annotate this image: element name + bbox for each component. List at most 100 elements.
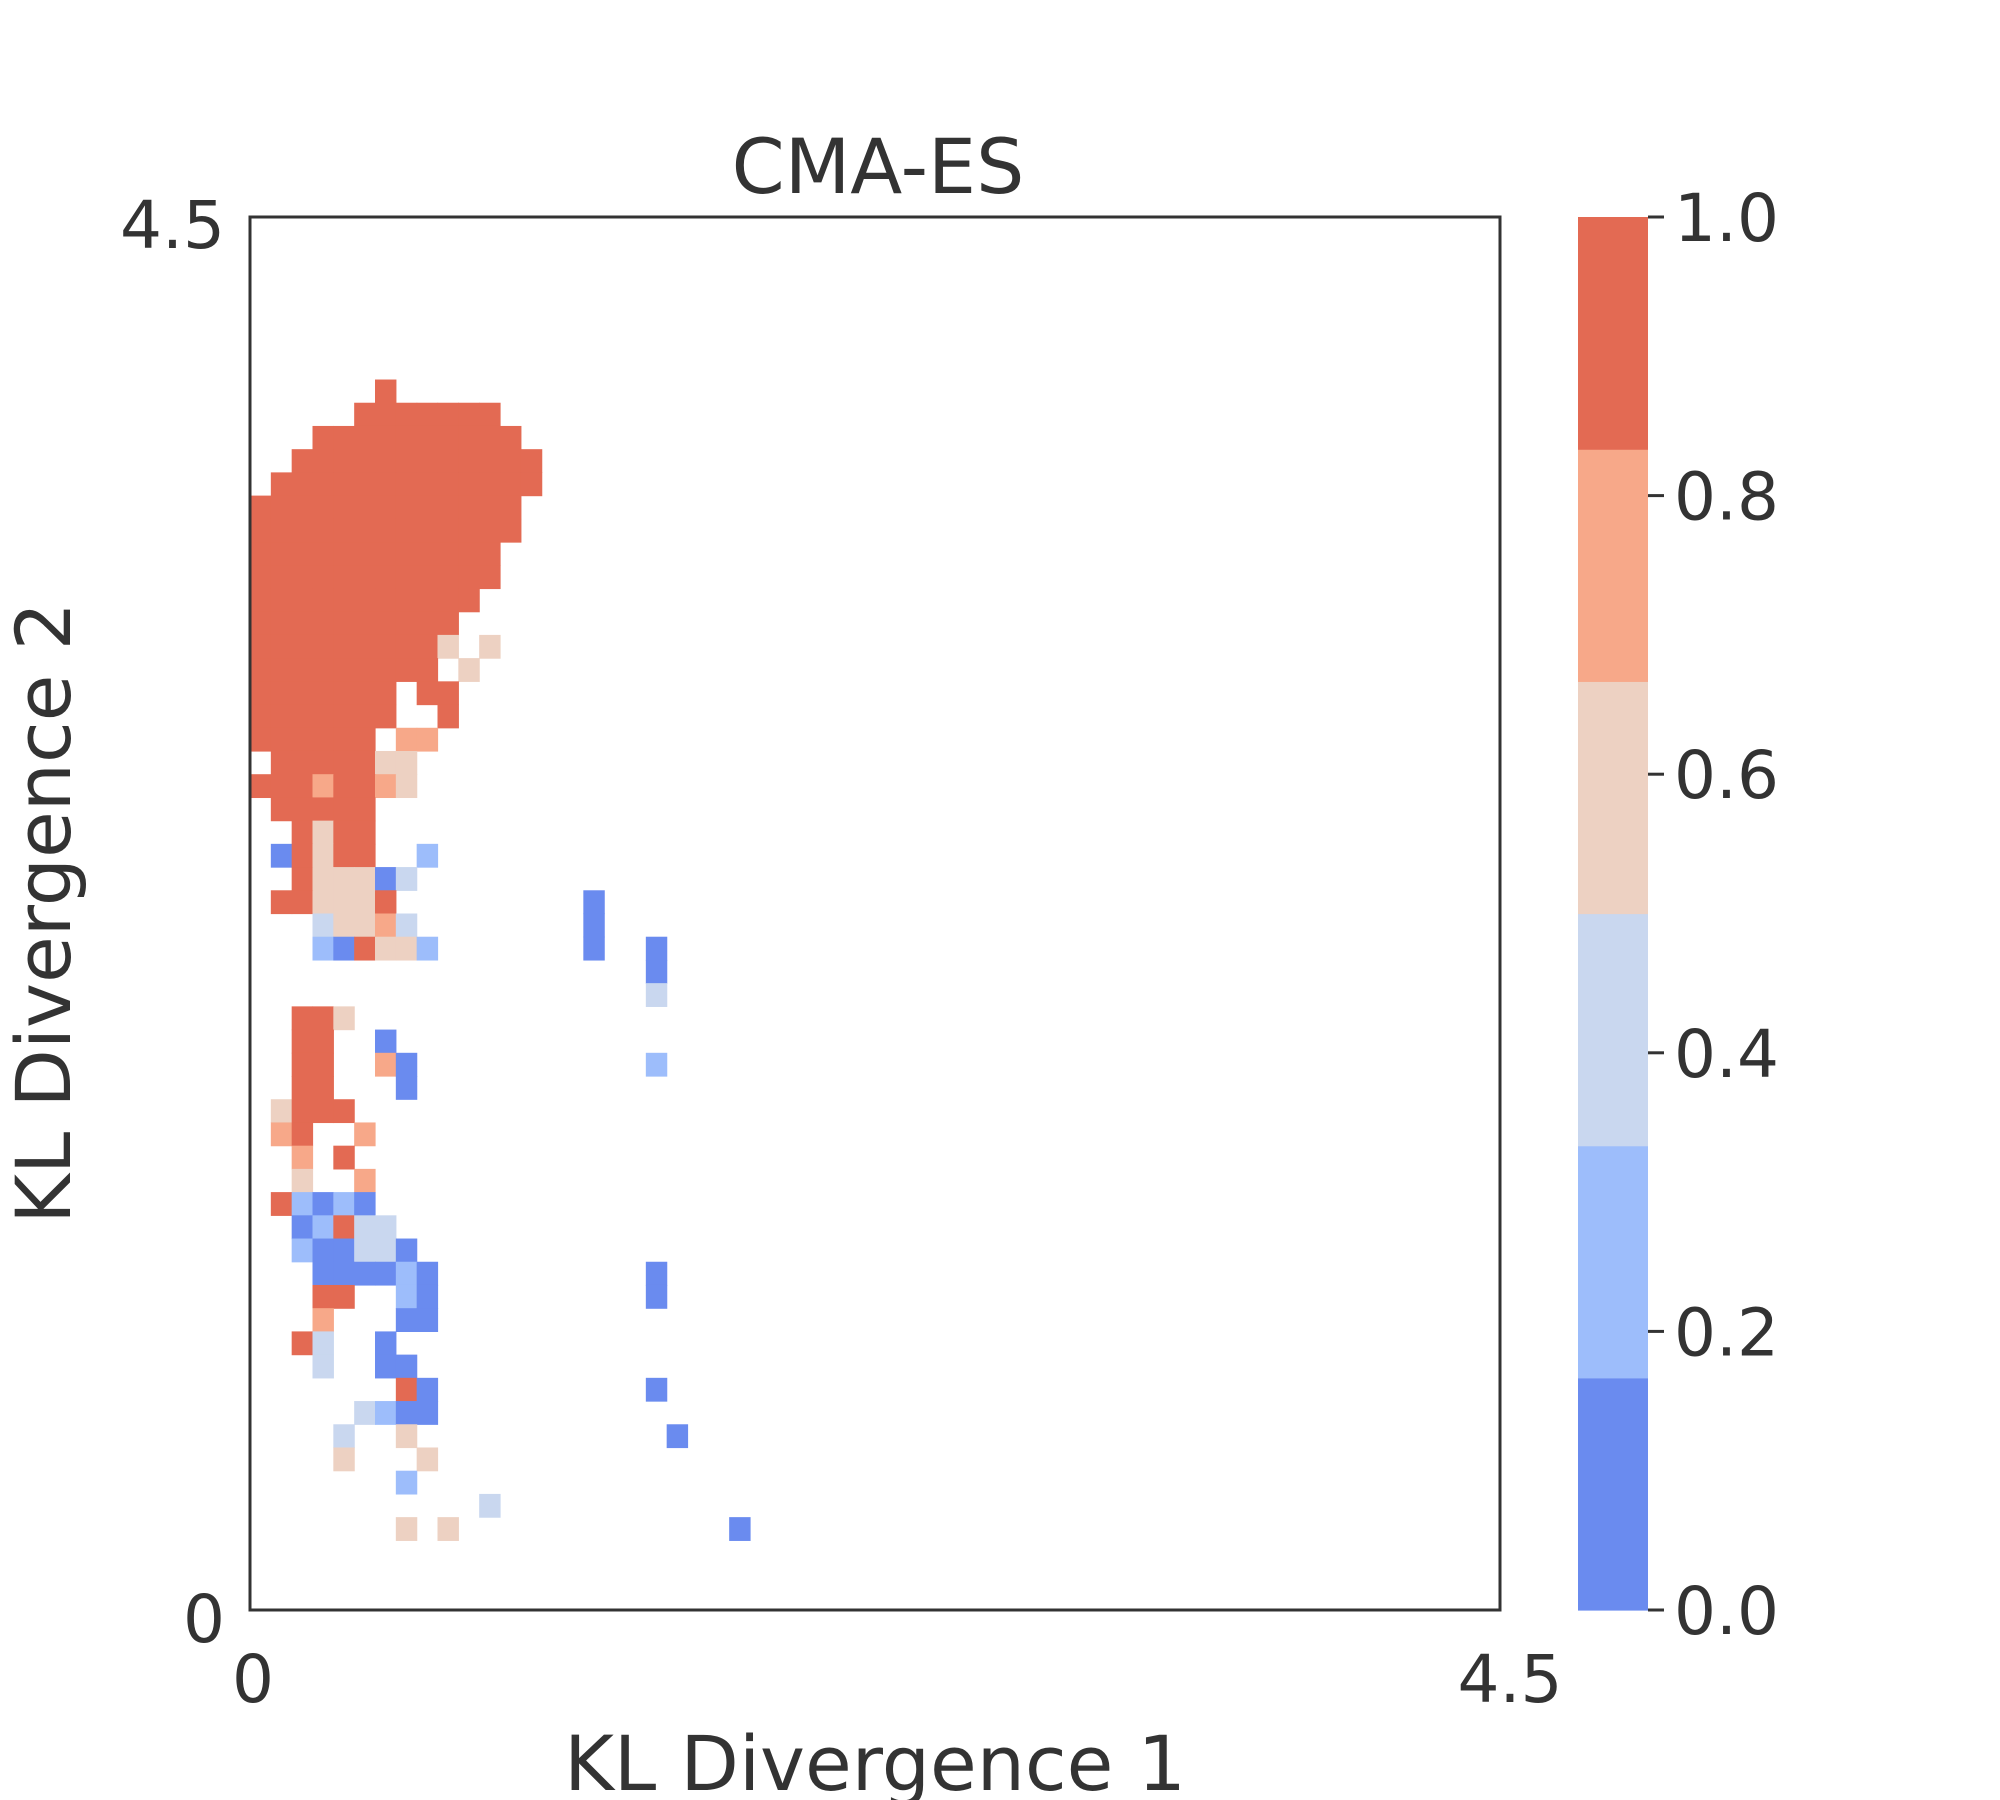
heatmap-cell xyxy=(291,797,314,822)
heatmap-cell xyxy=(291,542,314,566)
heatmap-cell xyxy=(458,495,480,520)
heatmap-cell xyxy=(312,727,334,752)
heatmap-cell xyxy=(479,402,501,427)
heatmap-cell xyxy=(270,472,293,497)
heatmap-cell xyxy=(312,890,334,915)
heatmap-cell xyxy=(375,1354,397,1379)
heatmap-cell xyxy=(354,704,376,729)
y-tick-label-bottom: 0 xyxy=(183,1581,225,1658)
heatmap-cell xyxy=(645,983,668,1007)
heatmap-cell xyxy=(270,658,293,682)
heatmap-cell xyxy=(291,1238,314,1263)
heatmap-cell xyxy=(375,542,397,566)
heatmap-cell xyxy=(500,425,522,450)
heatmap-cell xyxy=(395,565,418,590)
heatmap-cell xyxy=(333,634,355,659)
heatmap-cell xyxy=(416,1447,439,1472)
heatmap-cell xyxy=(312,472,334,497)
heatmap-cell xyxy=(375,402,397,427)
heatmap-cell xyxy=(312,774,334,799)
colorbar-segment xyxy=(1578,913,1648,1147)
heatmap-cell xyxy=(291,750,314,775)
heatmap-cell xyxy=(416,843,439,868)
heatmap-cell xyxy=(354,867,376,891)
heatmap-cell xyxy=(500,518,522,543)
heatmap-cell xyxy=(270,1122,293,1147)
heatmap-cell xyxy=(354,1261,376,1286)
heatmap-cell xyxy=(375,867,397,891)
heatmap-cell xyxy=(312,1006,334,1031)
heatmap-cell xyxy=(250,588,272,613)
heatmap-cell xyxy=(270,890,293,915)
heatmap-cell xyxy=(250,495,272,520)
heatmap-cell xyxy=(291,727,314,752)
heatmap-cell xyxy=(291,681,314,706)
heatmap-cell xyxy=(333,820,355,845)
heatmap-cell xyxy=(250,518,272,543)
heatmap-cell xyxy=(312,867,334,891)
heatmap-cell xyxy=(375,658,397,682)
heatmap-cell xyxy=(520,472,543,497)
heatmap-cell xyxy=(333,588,355,613)
heatmap-cell xyxy=(500,495,522,520)
heatmap-cell xyxy=(520,449,543,473)
heatmap-cell xyxy=(354,425,376,450)
heatmap-cell xyxy=(416,681,439,706)
heatmap-cell xyxy=(395,1052,418,1077)
heatmap-cell xyxy=(437,611,459,636)
heatmap-cell xyxy=(395,727,418,752)
heatmap-cell xyxy=(354,658,376,682)
heatmap-cell xyxy=(437,495,459,520)
heatmap-cell xyxy=(333,843,355,868)
heatmap-cell xyxy=(416,495,439,520)
heatmap-cell xyxy=(375,588,397,613)
heatmap-cell xyxy=(395,1261,418,1286)
heatmap-cell xyxy=(416,1377,439,1402)
heatmap-cell xyxy=(312,565,334,590)
heatmap-cell xyxy=(354,634,376,659)
heatmap-cell xyxy=(437,425,459,450)
heatmap-cell xyxy=(291,1122,314,1147)
heatmap-cell xyxy=(416,1261,439,1286)
heatmap-cell xyxy=(375,518,397,543)
heatmap-cell xyxy=(375,1052,397,1077)
heatmap-cell xyxy=(458,449,480,473)
y-tick-label-top: 4.5 xyxy=(120,187,225,264)
heatmap-cell xyxy=(312,658,334,682)
heatmap-cell xyxy=(291,1331,314,1356)
heatmap-cell xyxy=(312,495,334,520)
colorbar-tick-label: 0.4 xyxy=(1674,1016,1779,1093)
heatmap-cell xyxy=(395,774,418,799)
heatmap-cell xyxy=(395,913,418,938)
heatmap-cell xyxy=(375,936,397,961)
colorbar-segment xyxy=(1578,449,1648,682)
heatmap-cell xyxy=(395,750,418,775)
heatmap-cell xyxy=(479,1493,501,1518)
heatmap-cell xyxy=(291,588,314,613)
heatmap-cell xyxy=(479,518,501,543)
heatmap-cell xyxy=(375,379,397,404)
heatmap-cell xyxy=(479,542,501,566)
heatmap-cell xyxy=(312,1099,334,1124)
heatmap-cell xyxy=(270,518,293,543)
heatmap-cell xyxy=(375,704,397,729)
heatmap-cell xyxy=(645,1052,668,1077)
heatmap-cell xyxy=(270,704,293,729)
heatmap-cell xyxy=(333,936,355,961)
heatmap-cell xyxy=(333,1192,355,1216)
heatmap-cell xyxy=(312,449,334,473)
heatmap-cell xyxy=(395,611,418,636)
plot-frame xyxy=(248,215,1502,1612)
heatmap-cell xyxy=(250,634,272,659)
heatmap-cell xyxy=(333,1261,355,1286)
heatmap-cell xyxy=(333,565,355,590)
heatmap-cell xyxy=(395,1238,418,1263)
heatmap-cell xyxy=(354,1122,376,1147)
heatmap-cell xyxy=(312,1238,334,1263)
heatmap-cell xyxy=(375,1401,397,1425)
heatmap-cell xyxy=(354,750,376,775)
heatmap-cell xyxy=(291,820,314,845)
heatmap-cell xyxy=(333,542,355,566)
heatmap-cell xyxy=(354,588,376,613)
heatmap-cell xyxy=(333,1006,355,1031)
